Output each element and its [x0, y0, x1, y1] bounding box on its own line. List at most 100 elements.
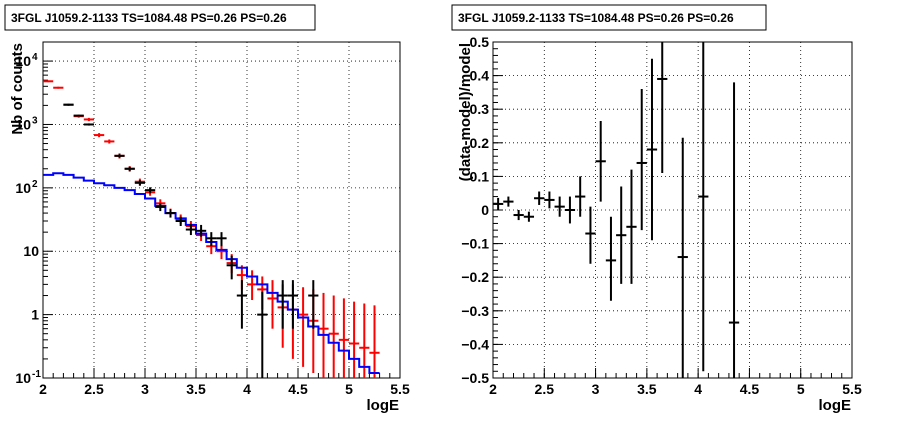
y-tick-label: −0.3 — [461, 303, 489, 319]
residual-plot-frame — [492, 41, 853, 379]
data-point — [196, 224, 207, 237]
data-point — [728, 82, 740, 378]
data-point — [534, 191, 545, 205]
residual-y-label: (data-model)/model — [457, 43, 474, 181]
data-point — [605, 216, 617, 301]
residual-x-label: logE — [819, 397, 852, 414]
data-point — [369, 305, 380, 378]
x-tick-label: 2.5 — [84, 381, 104, 397]
counts-y-label: Nb of counts — [9, 43, 26, 135]
data-point — [83, 123, 94, 126]
counts-grid — [43, 42, 400, 378]
y-tick-label: 1 — [31, 307, 39, 323]
counts-plot-frame — [42, 41, 401, 379]
y-tick-label: −0.2 — [461, 269, 489, 285]
x-tick-label: 2 — [489, 381, 497, 397]
data-point — [554, 196, 565, 217]
data-point — [104, 139, 115, 144]
residual-title-box — [451, 4, 767, 31]
data-point — [503, 196, 514, 207]
data-point — [493, 197, 504, 210]
model-step-line — [43, 172, 380, 374]
y-tick-label: −0.4 — [461, 336, 489, 352]
data-point — [585, 206, 596, 264]
x-tick-label: 4.5 — [740, 381, 760, 397]
x-tick-label: 3.5 — [186, 381, 206, 397]
data-point — [657, 42, 668, 174]
y-tick-exponent: 3 — [32, 115, 38, 126]
data-point — [298, 287, 309, 367]
data-point — [83, 117, 94, 122]
data-point — [595, 120, 606, 202]
y-tick-label: 10 — [15, 180, 31, 196]
residual-title: 3FGL J1059.2-1133 TS=1084.48 PS=0.26 PS=… — [458, 11, 734, 25]
data-point — [226, 255, 237, 280]
y-tick-label: −0.1 — [461, 236, 489, 252]
data-point — [338, 298, 349, 378]
data-point — [575, 176, 586, 217]
data-point — [206, 232, 217, 247]
y-tick-exponent: -1 — [32, 369, 41, 380]
x-tick-label: 3 — [141, 381, 149, 397]
data-point — [677, 137, 688, 378]
x-tick-label: 4 — [694, 381, 702, 397]
y-tick-exponent: 4 — [32, 52, 38, 63]
data-point — [626, 169, 637, 284]
x-tick-label: 5 — [345, 381, 353, 397]
data-point — [73, 114, 84, 117]
x-tick-label: 4 — [243, 381, 251, 397]
residual-grid — [493, 42, 852, 378]
data-point — [636, 89, 647, 231]
data-point — [216, 232, 227, 247]
data-point — [185, 223, 196, 236]
y-tick-label: 0.4 — [470, 68, 490, 84]
data-point — [165, 209, 176, 218]
counts-title-box — [4, 4, 316, 31]
data-point — [646, 58, 658, 241]
y-tick-label: 0.5 — [470, 34, 490, 50]
data-point — [267, 280, 278, 329]
data-point — [698, 42, 709, 372]
data-point — [328, 295, 339, 378]
x-tick-label: 5.5 — [842, 381, 862, 397]
y-tick-label: 0.2 — [470, 135, 490, 151]
data-point — [564, 196, 576, 224]
data-point — [277, 280, 288, 329]
x-tick-label: 2.5 — [535, 381, 555, 397]
data-point — [114, 154, 125, 158]
data-point — [359, 303, 370, 378]
counts-marks — [43, 80, 380, 378]
residual-marks — [493, 42, 740, 378]
counts-title: 3FGL J1059.2-1133 TS=1084.48 PS=0.26 PS=… — [11, 11, 287, 25]
data-point — [155, 203, 166, 212]
y-tick-label: 0.3 — [470, 101, 490, 117]
x-tick-label: 5.5 — [390, 381, 410, 397]
y-tick-label: 10 — [23, 243, 39, 259]
data-point — [544, 191, 555, 209]
x-tick-label: 4.5 — [288, 381, 308, 397]
data-point — [236, 280, 247, 329]
residual-ticks: 2 2.5 3 3.5 4 4.5 5 5.5 −0.5 −0.4 −0.3 −0.2 −0.1 0 0.1… — [461, 34, 862, 397]
data-point — [145, 187, 156, 194]
y-tick-label: 10 — [15, 53, 31, 69]
data-point — [308, 280, 319, 329]
data-point — [43, 80, 54, 83]
x-tick-label: 5 — [797, 381, 805, 397]
data-point — [63, 103, 74, 106]
data-point — [287, 280, 298, 329]
y-tick-exponent: 2 — [32, 179, 38, 190]
x-tick-label: 3 — [592, 381, 600, 397]
data-point — [616, 186, 627, 284]
y-tick-label: 0.1 — [470, 168, 490, 184]
y-tick-label: 0 — [481, 202, 489, 218]
data-point — [247, 270, 258, 301]
y-tick-label: 10 — [15, 116, 31, 132]
counts-x-label: logE — [367, 397, 400, 414]
y-tick-label: 10 — [15, 370, 31, 386]
data-point — [53, 86, 64, 89]
data-point — [94, 133, 105, 138]
data-point — [523, 211, 535, 222]
